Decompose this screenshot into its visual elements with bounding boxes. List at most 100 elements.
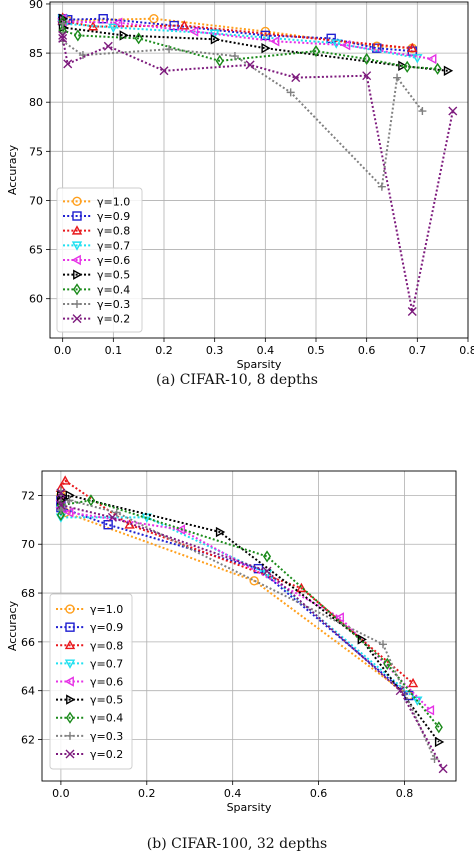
legend-label: γ=0.8 bbox=[90, 639, 123, 652]
x-tick-label: 0.6 bbox=[310, 787, 328, 800]
data-point bbox=[393, 73, 402, 82]
y-tick-label: 80 bbox=[29, 96, 43, 109]
series-line bbox=[61, 18, 433, 60]
x-tick-label: 0.5 bbox=[307, 344, 325, 357]
x-tick-label: 0.7 bbox=[409, 344, 427, 357]
data-point bbox=[249, 576, 259, 586]
x-tick-label: 0.4 bbox=[224, 787, 242, 800]
legend-marker bbox=[65, 622, 75, 632]
legend-item: γ=0.8 bbox=[56, 639, 123, 652]
data-point bbox=[159, 66, 169, 76]
data-point bbox=[103, 41, 113, 51]
legend-label: γ=0.3 bbox=[90, 730, 123, 743]
series-line bbox=[61, 23, 424, 189]
data-point bbox=[398, 60, 408, 72]
data-point bbox=[377, 182, 386, 191]
legend-marker bbox=[64, 659, 76, 669]
y-tick-label: 90 bbox=[29, 0, 43, 11]
data-point bbox=[175, 524, 186, 535]
legend-label: γ=0.5 bbox=[90, 694, 123, 707]
data-point bbox=[383, 657, 392, 670]
caption-cifar100: (b) CIFAR-100, 32 depths bbox=[146, 836, 328, 852]
series-line bbox=[59, 490, 436, 760]
legend-item: γ=0.9 bbox=[56, 621, 123, 634]
data-point bbox=[362, 52, 371, 66]
legend-marker bbox=[71, 241, 83, 251]
series-a-7 bbox=[58, 19, 427, 191]
series-group bbox=[57, 12, 458, 316]
data-point bbox=[418, 107, 427, 116]
legend-label: γ=0.7 bbox=[97, 239, 130, 252]
x-axis: 0.0 0.1 0.2 0.3 0.4 0.5 0.6 0.7 0.8 Sparsity bbox=[54, 338, 474, 371]
data-point bbox=[427, 53, 437, 65]
y-tick-label: 70 bbox=[29, 194, 43, 207]
data-point bbox=[433, 62, 442, 75]
data-point bbox=[188, 26, 199, 37]
data-point bbox=[56, 508, 65, 521]
y-axis: 62 64 66 68 70 72 Accuracy bbox=[6, 489, 42, 747]
legend-marker bbox=[72, 211, 82, 221]
x-tick-label: 0.2 bbox=[155, 344, 173, 357]
legend-item: γ=0.7 bbox=[63, 239, 130, 252]
legend-marker bbox=[64, 639, 76, 650]
data-point bbox=[73, 29, 82, 42]
data-point bbox=[112, 508, 121, 517]
legend-marker bbox=[72, 283, 82, 296]
series-a-8 bbox=[58, 30, 458, 316]
chart-figure-cifar100: 0.0 0.2 0.4 0.6 0.8 Sparsity 62 64 66 68 70 72 Accur… bbox=[0, 450, 474, 860]
data-point bbox=[407, 306, 417, 316]
y-tick-label: 66 bbox=[21, 636, 35, 649]
series-b-8 bbox=[56, 488, 448, 774]
legend: γ=1.0 γ=0.9 γ=0.8γ=0.7 γ=0.6 γ=0.5γ=0.4 γ=0.3… bbox=[56, 187, 143, 333]
y-tick-label: 60 bbox=[29, 293, 43, 306]
series-line bbox=[61, 17, 413, 50]
legend-marker bbox=[66, 694, 76, 705]
data-point bbox=[362, 71, 372, 81]
legend-label: γ=0.5 bbox=[97, 269, 130, 282]
x-tick-label: 0.4 bbox=[257, 344, 275, 357]
data-point bbox=[407, 42, 418, 53]
data-point bbox=[215, 54, 224, 68]
data-point bbox=[378, 640, 387, 649]
legend-label: γ=0.2 bbox=[97, 313, 130, 326]
legend-label: γ=0.4 bbox=[97, 283, 130, 296]
y-tick-label: 85 bbox=[29, 47, 43, 60]
legend-marker bbox=[65, 749, 75, 759]
y-tick-label: 65 bbox=[29, 244, 43, 257]
data-point bbox=[65, 496, 74, 505]
legend-label: γ=0.6 bbox=[97, 254, 130, 267]
legend-item: γ=1.0 bbox=[56, 603, 123, 616]
data-point bbox=[56, 488, 66, 498]
y-axis-label: Accuracy bbox=[6, 144, 19, 195]
data-point bbox=[424, 705, 435, 716]
data-point bbox=[58, 33, 68, 43]
data-point bbox=[60, 475, 71, 485]
data-point bbox=[286, 88, 295, 97]
legend-item: γ=0.2 bbox=[63, 313, 130, 326]
legend-item: γ=0.4 bbox=[63, 283, 130, 296]
plot-frame bbox=[41, 470, 457, 782]
series-a-4 bbox=[57, 13, 437, 65]
legend-marker bbox=[73, 269, 83, 280]
data-point bbox=[372, 43, 382, 53]
legend-item: γ=1.0 bbox=[63, 195, 130, 208]
legend-item: γ=0.4 bbox=[56, 711, 123, 725]
series-line bbox=[60, 479, 414, 685]
caption-cifar10: (a) CIFAR-10, 8 depths bbox=[156, 372, 318, 388]
legend-item: γ=0.5 bbox=[63, 269, 130, 282]
data-point bbox=[112, 17, 123, 28]
data-point bbox=[58, 30, 68, 40]
chart-svg-cifar100: 0.0 0.2 0.4 0.6 0.8 Sparsity 62 64 66 68 70 72 Accur… bbox=[6, 470, 457, 814]
legend-item: γ=0.7 bbox=[56, 657, 123, 670]
legend-label: γ=0.8 bbox=[97, 225, 130, 238]
data-point bbox=[291, 73, 301, 83]
y-axis: 60 65 70 75 80 85 90 Accuracy bbox=[6, 0, 50, 306]
data-point bbox=[119, 30, 129, 41]
data-point bbox=[134, 32, 143, 45]
legend-item: γ=0.3 bbox=[63, 298, 130, 311]
legend-label: γ=0.9 bbox=[97, 210, 130, 223]
data-point bbox=[56, 506, 65, 515]
chart-figure-cifar10: 0.0 0.1 0.2 0.3 0.4 0.5 0.6 0.7 0.8 Sparsity 60 65 7… bbox=[0, 0, 474, 395]
legend-marker bbox=[73, 300, 81, 308]
data-point bbox=[296, 582, 307, 593]
